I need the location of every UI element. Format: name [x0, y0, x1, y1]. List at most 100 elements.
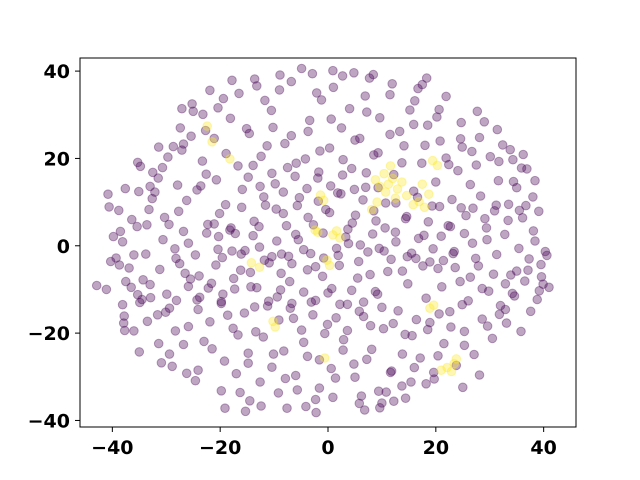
scatter-point — [473, 261, 484, 271]
scatter-point — [233, 330, 243, 340]
scatter-point — [413, 83, 423, 94]
scatter-point — [314, 355, 325, 365]
scatter-point — [428, 300, 439, 311]
scatter-point — [300, 154, 311, 164]
scatter-point — [359, 405, 370, 415]
scatter-point — [495, 300, 506, 311]
scatter-point — [222, 310, 233, 321]
scatter-point — [268, 349, 279, 359]
scatter-point — [431, 177, 441, 187]
scatter-point — [308, 310, 318, 320]
scatter-point — [491, 200, 502, 210]
scatter-point — [389, 396, 399, 407]
scatter-point — [405, 105, 415, 115]
scatter-point — [120, 183, 131, 194]
scatter-point — [324, 207, 335, 218]
scatter-point — [417, 79, 428, 90]
scatter-point — [298, 287, 309, 297]
scatter-point — [375, 403, 385, 413]
scatter-point — [458, 382, 468, 393]
scatter-point — [422, 324, 433, 335]
scatter-point — [380, 223, 390, 233]
x-tick-label: 40 — [530, 437, 556, 459]
scatter-point — [403, 279, 413, 289]
scatter-point — [437, 282, 447, 292]
scatter-point — [245, 267, 256, 278]
scatter-point — [456, 203, 467, 213]
scatter-point — [372, 197, 382, 207]
scatter-point — [249, 302, 260, 312]
scatter-point — [286, 130, 297, 141]
scatter-point — [301, 401, 311, 412]
scatter-point — [477, 314, 488, 324]
scatter-point — [521, 200, 531, 211]
scatter-point — [383, 266, 393, 277]
scatter-point — [390, 193, 401, 203]
scatter-point — [417, 158, 427, 168]
scatter-point — [341, 232, 351, 242]
scatter-point — [314, 383, 325, 393]
scatter-point — [441, 91, 451, 102]
scatter-point — [255, 181, 265, 192]
scatter-point — [480, 213, 490, 224]
scatter-point — [178, 139, 189, 149]
scatter-point — [152, 310, 163, 320]
scatter-point — [134, 186, 144, 197]
scatter-point — [280, 138, 290, 149]
scatter-point — [422, 120, 433, 130]
scatter-point — [361, 168, 372, 178]
scatter-point — [233, 161, 243, 171]
scatter-point — [439, 338, 449, 349]
scatter-point — [259, 255, 270, 266]
scatter-point — [291, 158, 302, 168]
scatter-point — [322, 255, 332, 266]
scatter-point — [428, 367, 439, 378]
scatter-point — [425, 257, 435, 267]
scatter-point — [205, 85, 215, 96]
scatter-point — [427, 155, 438, 166]
scatter-point — [153, 173, 163, 183]
scatter-point — [290, 370, 301, 381]
scatter-point — [104, 202, 114, 212]
scatter-point — [258, 332, 269, 342]
scatter-point — [243, 348, 253, 359]
scatter-point — [397, 381, 407, 391]
scatter-point — [256, 401, 266, 411]
scatter-point — [194, 271, 204, 281]
scatter-point — [174, 258, 185, 269]
scatter-point — [274, 85, 285, 95]
scatter-point — [534, 206, 544, 217]
scatter-point — [467, 238, 478, 248]
scatter-point — [163, 152, 173, 162]
scatter-point — [278, 187, 289, 197]
scatter-point — [493, 175, 504, 186]
scatter-point — [207, 344, 217, 354]
scatter-point — [267, 168, 277, 179]
scatter-point — [235, 387, 245, 398]
scatter-point — [497, 140, 508, 150]
scatter-point — [101, 284, 112, 295]
scatter-point — [251, 327, 261, 337]
scatter-point — [391, 237, 401, 247]
scatter-point — [292, 385, 303, 395]
scatter-point — [366, 204, 377, 215]
scatter-point — [240, 406, 251, 417]
scatter-point — [459, 326, 470, 337]
scatter-point — [332, 188, 343, 198]
scatter-point — [249, 216, 259, 227]
scatter-point — [199, 336, 209, 347]
scatter-point — [132, 157, 143, 168]
scatter-point — [370, 286, 381, 297]
scatter-point — [491, 249, 502, 260]
scatter-point — [434, 309, 444, 319]
scatter-point — [246, 258, 257, 268]
scatter-point — [218, 289, 228, 300]
scatter-point — [272, 292, 283, 302]
scatter-point — [333, 250, 344, 261]
scatter-point — [290, 171, 300, 182]
scatter-point — [380, 198, 391, 208]
scatter-point — [236, 249, 246, 259]
scatter-point — [294, 192, 305, 203]
scatter-point — [260, 95, 270, 106]
